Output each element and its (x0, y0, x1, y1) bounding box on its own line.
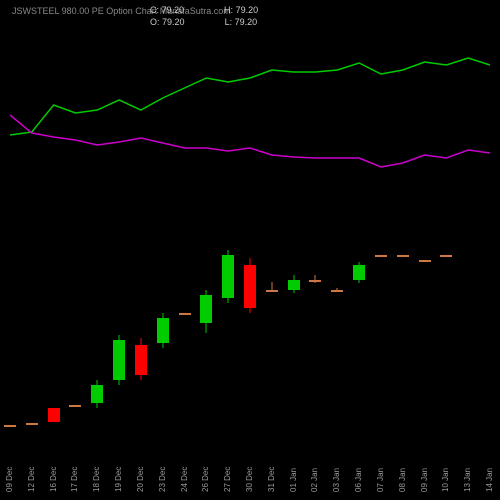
high-label: H: 79.20 (224, 4, 258, 16)
candle (244, 30, 256, 450)
chart-area (10, 30, 490, 450)
candle (222, 30, 234, 450)
candle (69, 30, 81, 450)
candle (26, 30, 38, 450)
x-axis-label: 17 Dec (70, 467, 79, 492)
x-axis-label: 30 Dec (245, 467, 254, 492)
x-axis-label: 14 Jan (485, 468, 494, 492)
x-axis-label: 09 Jan (420, 468, 429, 492)
candle (200, 30, 212, 450)
low-label: L: 79.20 (225, 16, 258, 28)
candle (288, 30, 300, 450)
x-axis-labels: 09 Dec12 Dec16 Dec17 Dec18 Dec19 Dec20 D… (10, 450, 490, 500)
x-axis-label: 31 Dec (267, 467, 276, 492)
x-axis-label: 13 Jan (463, 468, 472, 492)
x-axis-label: 01 Jan (289, 468, 298, 492)
candle (331, 30, 343, 450)
x-axis-label: 09 Dec (5, 467, 14, 492)
candle (419, 30, 431, 450)
candle (375, 30, 387, 450)
x-axis-label: 10 Jan (441, 468, 450, 492)
x-axis-label: 06 Jan (354, 468, 363, 492)
candle (266, 30, 278, 450)
x-axis-label: 23 Dec (158, 467, 167, 492)
candle (179, 30, 191, 450)
x-axis-label: 26 Dec (201, 467, 210, 492)
x-axis-label: 18 Dec (92, 467, 101, 492)
x-axis-label: 20 Dec (136, 467, 145, 492)
candle (397, 30, 409, 450)
ohlc-block: C: 79.20 H: 79.20 O: 79.20 L: 79.20 (150, 4, 258, 28)
x-axis-label: 12 Dec (27, 467, 36, 492)
open-label: O: 79.20 (150, 16, 185, 28)
candle (309, 30, 321, 450)
x-axis-label: 02 Jan (310, 468, 319, 492)
candle (4, 30, 16, 450)
x-axis-label: 07 Jan (376, 468, 385, 492)
x-axis-label: 19 Dec (114, 467, 123, 492)
candle (157, 30, 169, 450)
candle (353, 30, 365, 450)
candle (440, 30, 452, 450)
candle (48, 30, 60, 450)
close-label: C: 79.20 (150, 4, 184, 16)
x-axis-label: 24 Dec (180, 467, 189, 492)
x-axis-label: 03 Jan (332, 468, 341, 492)
x-axis-label: 27 Dec (223, 467, 232, 492)
candle (113, 30, 125, 450)
x-axis-label: 16 Dec (49, 467, 58, 492)
candle (135, 30, 147, 450)
candle (91, 30, 103, 450)
x-axis-label: 08 Jan (398, 468, 407, 492)
